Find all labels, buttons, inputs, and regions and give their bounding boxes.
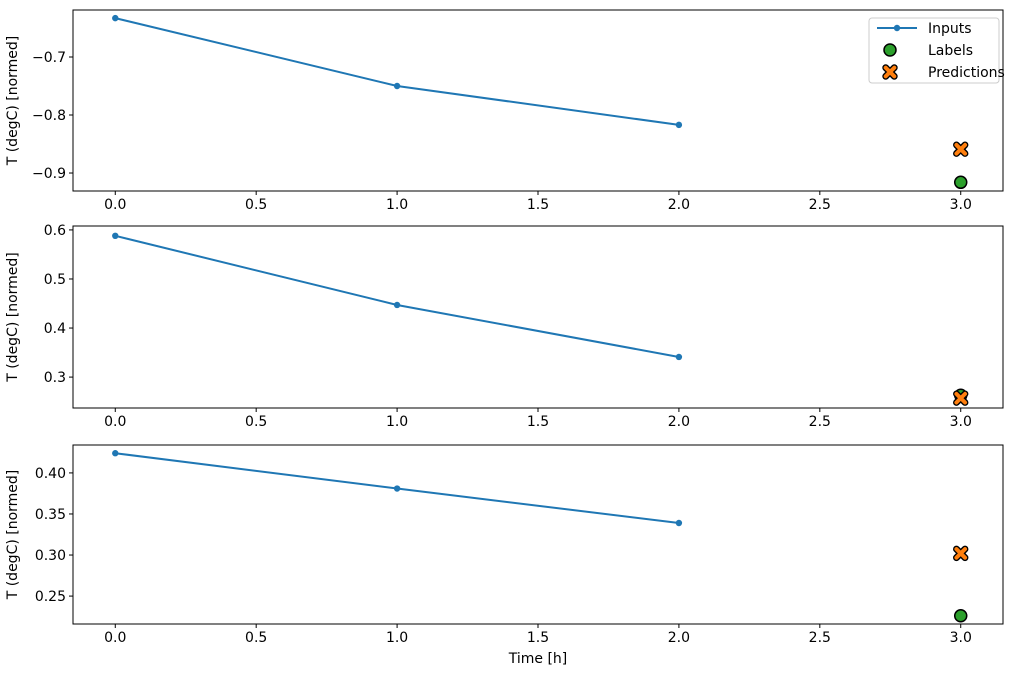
- y-axis-label: T (degC) [normed]: [5, 252, 21, 383]
- inputs-point-marker: [112, 232, 119, 240]
- legend-labels-marker-sample: [883, 43, 897, 57]
- x-tick-label: 3.0: [950, 414, 972, 430]
- x-tick-label: 2.5: [809, 197, 831, 213]
- y-tick-label: 0.40: [35, 466, 66, 482]
- y-tick-label: 0.25: [35, 589, 66, 605]
- y-tick-label: −0.8: [32, 108, 66, 124]
- x-tick-label: 0.0: [104, 630, 126, 646]
- x-tick-label: 2.5: [809, 630, 831, 646]
- y-tick-label: −0.9: [32, 166, 66, 182]
- inputs-point-marker: [675, 519, 683, 527]
- x-tick-label: 1.5: [527, 630, 549, 646]
- subplot-1: 0.0 0.5 1.0 1.5 2.0 2.5 3.0 −0.9 −0.8 −0.7 T (degC…: [5, 9, 1005, 213]
- x-tick-label: 2.0: [668, 630, 690, 646]
- x-tick-label: 1.5: [527, 414, 549, 430]
- y-tick-label: 0.30: [35, 548, 66, 564]
- inputs-point-marker: [393, 485, 401, 492]
- predictions-marker: [954, 391, 968, 405]
- x-tick-label: 1.5: [527, 197, 549, 213]
- x-tick-label: 0.5: [245, 414, 267, 430]
- x-axis-label: Time [h]: [508, 651, 568, 667]
- x-tick-label: 0.0: [104, 197, 126, 213]
- x-tick-label: 3.0: [950, 197, 972, 213]
- y-tick-label: 0.3: [44, 370, 66, 386]
- inputs-point-marker: [393, 82, 401, 90]
- legend-label: Predictions: [928, 65, 1005, 81]
- legend-label: Labels: [928, 43, 973, 59]
- y-tick-label: 0.6: [44, 223, 66, 239]
- labels-marker: [953, 175, 968, 190]
- legend-predictions-marker-sample: [883, 65, 897, 79]
- y-tick-label: 0.35: [35, 507, 66, 523]
- y-tick-label: 0.5: [44, 272, 66, 288]
- inputs-point-marker: [112, 14, 119, 22]
- inputs-line: [115, 234, 680, 358]
- x-tick-label: 2.5: [809, 414, 831, 430]
- y-tick-label: 0.4: [44, 321, 66, 337]
- x-tick-label: 0.5: [245, 197, 267, 213]
- legend: Inputs Labels Predictions: [868, 17, 1005, 84]
- predictions-marker: [954, 547, 968, 560]
- x-tick-label: 1.0: [386, 197, 408, 213]
- inputs-point-marker: [675, 121, 683, 129]
- inputs-point-marker: [112, 450, 119, 457]
- axes-frame: [72, 444, 1004, 625]
- x-tick-label: 3.0: [950, 630, 972, 646]
- x-tick-label: 1.0: [386, 414, 408, 430]
- y-axis-label: T (degC) [normed]: [5, 470, 21, 601]
- subplot-2: 0.0 0.5 1.0 1.5 2.0 2.5 3.0 0.3 0.4 0.5 0.6 T (degC…: [5, 223, 1004, 430]
- x-tick-label: 1.0: [386, 630, 408, 646]
- x-tick-label: 0.5: [245, 630, 267, 646]
- subplot-3: 0.0 0.5 1.0 1.5 2.0 2.5 3.0 0.25 0.30 0.35 0.40 T (…: [5, 444, 1004, 667]
- inputs-line: [115, 17, 680, 126]
- legend-box: [868, 17, 1000, 84]
- x-tick-label: 2.0: [668, 414, 690, 430]
- y-axis-label: T (degC) [normed]: [5, 36, 21, 167]
- legend-inputs-marker-sample: [893, 24, 901, 32]
- inputs-point-marker: [675, 353, 683, 361]
- inputs-point-marker: [393, 301, 401, 309]
- x-tick-label: 0.0: [104, 414, 126, 430]
- labels-marker: [953, 609, 968, 623]
- x-tick-label: 2.0: [668, 197, 690, 213]
- predictions-marker: [954, 142, 968, 156]
- legend-label: Inputs: [928, 21, 972, 37]
- y-tick-label: −0.7: [32, 50, 66, 66]
- axes-frame: [72, 225, 1004, 409]
- axes-frame: [72, 9, 1004, 192]
